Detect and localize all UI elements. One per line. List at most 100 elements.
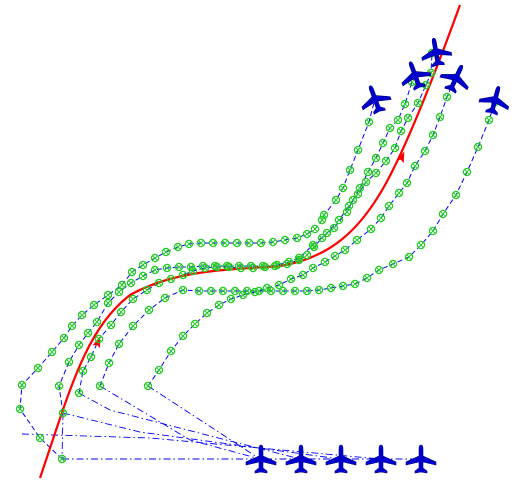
waypoint-marker-icon — [394, 188, 404, 198]
waypoint-marker-icon — [142, 285, 152, 295]
waypoint-marker-icon — [314, 285, 324, 295]
waypoint-marker-icon — [294, 253, 304, 263]
waypoint-marker-icon — [484, 115, 494, 125]
waypoint-marker-icon — [317, 233, 327, 243]
waypoint-marker-icon — [280, 235, 290, 245]
waypoint-marker-icon — [47, 347, 57, 357]
waypoint-marker-icon — [144, 305, 154, 315]
waypoint-marker-icon — [194, 286, 204, 296]
aircraft-trajectories — [19, 52, 496, 460]
waypoint-marker-icon — [302, 229, 312, 239]
waypoint-marker-icon — [344, 201, 354, 211]
waypoint-marker-icon — [64, 357, 74, 367]
waypoint-marker-icon — [154, 365, 164, 375]
waypoint-marker-icon — [57, 454, 67, 464]
waypoint-marker-icon — [196, 238, 206, 248]
aircraft-group — [245, 35, 514, 474]
assignment-line — [61, 412, 64, 460]
waypoint-marker-icon — [396, 126, 406, 136]
waypoint-marker-icon — [250, 287, 260, 297]
waypoint-marker-icon — [404, 252, 414, 262]
waypoint-marker-icon — [371, 153, 381, 163]
waypoint-marker-icon — [378, 138, 388, 148]
trajectory-line — [147, 77, 456, 387]
waypoint-marker-icon — [381, 156, 391, 166]
waypoint-marker-icon — [104, 358, 114, 368]
waypoint-marker-icon — [186, 262, 196, 272]
waypoint-marker-icon — [160, 293, 170, 303]
waypoint-marker-icon — [428, 130, 438, 140]
direction-arrow-icon — [396, 151, 405, 164]
waypoint-marker-icon — [15, 404, 25, 414]
waypoint-marker-icon — [173, 242, 183, 252]
waypoint-marker-icon — [220, 238, 230, 248]
waypoint-marker-icon — [310, 224, 320, 234]
waypoint-marker-icon — [78, 366, 88, 376]
waypoint-marker-icon — [364, 117, 374, 127]
waypoint-marker-icon — [202, 308, 212, 318]
assignment-line — [147, 385, 261, 460]
waypoint-marker-icon — [154, 278, 164, 288]
plane-icon — [325, 444, 357, 474]
trajectory-line — [58, 74, 416, 414]
waypoint-marker-icon — [224, 262, 234, 272]
waypoint-marker-icon — [116, 307, 126, 317]
waypoint-markers — [15, 48, 500, 464]
waypoint-marker-icon — [348, 195, 358, 205]
waypoint-marker-icon — [128, 321, 138, 331]
waypoint-marker-icon — [320, 257, 330, 267]
waypoint-marker-icon — [212, 262, 222, 272]
waypoint-marker-icon — [206, 286, 216, 296]
waypoint-marker-icon — [54, 381, 64, 391]
waypoint-marker-icon — [33, 363, 43, 373]
waypoint-marker-icon — [77, 310, 87, 320]
waypoint-marker-icon — [256, 238, 266, 248]
waypoint-marker-icon — [442, 92, 452, 102]
assignment-line — [78, 392, 301, 460]
waypoint-marker-icon — [218, 286, 228, 296]
waypoint-marker-icon — [331, 195, 341, 205]
waypoint-marker-icon — [86, 352, 96, 362]
waypoint-marker-icon — [238, 290, 248, 300]
waypoint-marker-icon — [308, 263, 318, 273]
waypoint-marker-icon — [326, 283, 336, 293]
waypoint-marker-icon — [138, 260, 148, 270]
waypoint-marker-icon — [200, 263, 210, 273]
plane-icon — [355, 80, 395, 118]
waypoint-marker-icon — [166, 346, 176, 356]
waypoint-marker-icon — [208, 238, 218, 248]
waypoint-marker-icon — [190, 319, 200, 329]
waypoint-marker-icon — [400, 99, 410, 109]
waypoint-marker-icon — [274, 280, 284, 290]
assignment-line — [62, 412, 341, 460]
waypoint-marker-icon — [298, 270, 308, 280]
waypoint-marker-icon — [278, 286, 288, 296]
waypoint-marker-icon — [438, 209, 448, 219]
waypoint-marker-icon — [385, 123, 395, 133]
waypoint-marker-icon — [244, 238, 254, 248]
waypoint-marker-icon — [74, 388, 84, 398]
plane-icon — [476, 82, 514, 118]
waypoint-marker-icon — [126, 278, 136, 288]
waypoint-marker-icon — [226, 294, 236, 304]
waypoint-marker-icon — [435, 112, 445, 122]
waypoint-marker-icon — [89, 300, 99, 310]
waypoint-marker-icon — [302, 286, 312, 296]
waypoint-marker-icon — [214, 300, 224, 310]
waypoint-marker-icon — [92, 317, 102, 327]
waypoint-marker-icon — [58, 408, 68, 418]
waypoint-marker-icon — [103, 290, 113, 300]
waypoint-marker-icon — [363, 167, 373, 177]
waypoint-marker-icon — [143, 381, 153, 391]
waypoint-marker-icon — [388, 259, 398, 269]
waypoint-marker-icon — [67, 321, 77, 331]
waypoint-marker-icon — [340, 245, 350, 255]
waypoint-marker-icon — [232, 238, 242, 248]
waypoint-marker-icon — [178, 331, 188, 341]
waypoint-marker-icon — [236, 263, 246, 273]
waypoint-marker-icon — [184, 239, 194, 249]
waypoint-marker-icon — [428, 226, 438, 236]
assignment-line — [99, 385, 261, 460]
waypoint-marker-icon — [308, 240, 318, 250]
